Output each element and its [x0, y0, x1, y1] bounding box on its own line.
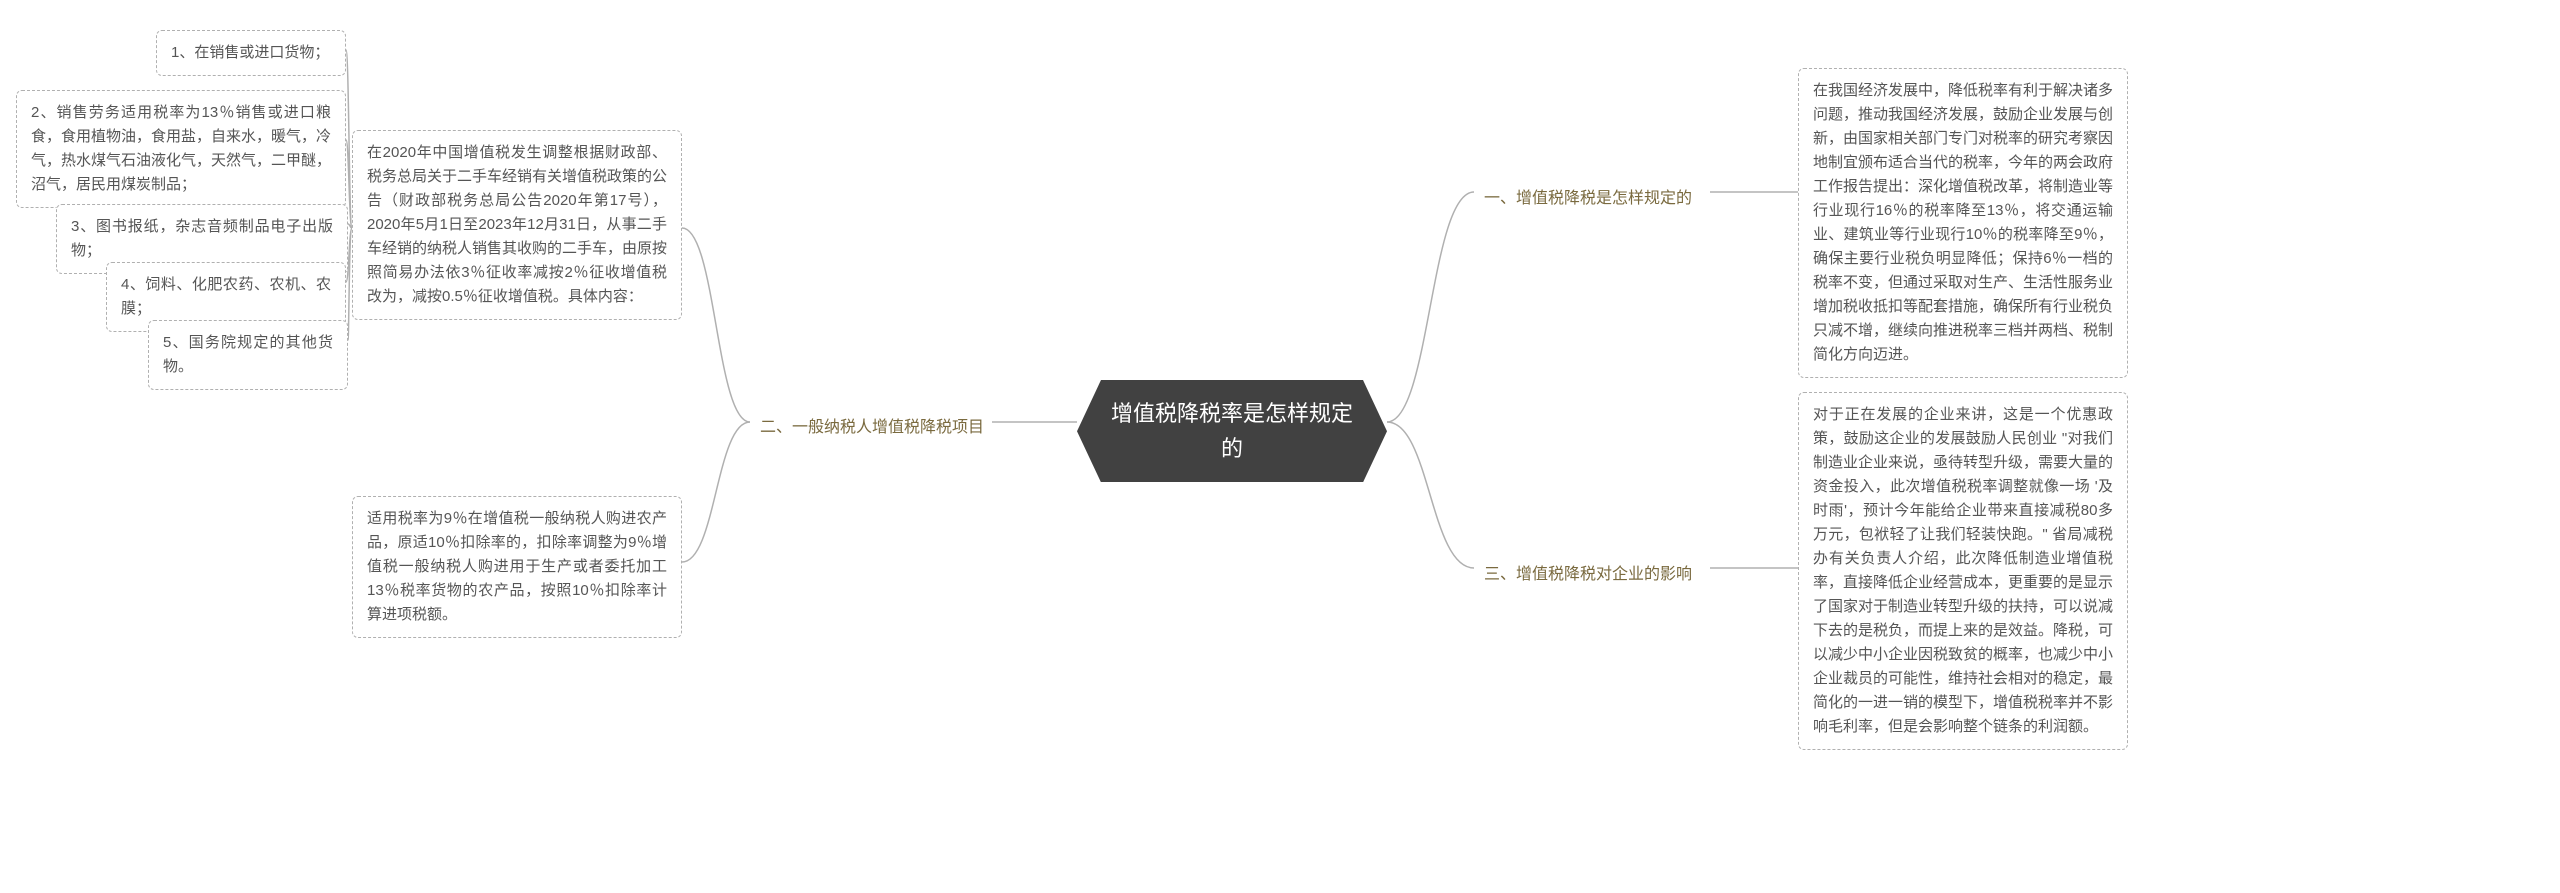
branch-2-leaf-0-text: 在2020年中国增值税发生调整根据财政部、税务总局关于二手车经销有关增值税政策的… [367, 144, 667, 305]
branch-1-label: 一、增值税降税是怎样规定的 [1484, 190, 1692, 207]
child-1-text: 2、销售劳务适用税率为13％销售或进口粮食，食用植物油，食用盐，自来水，暖气，冷… [31, 104, 331, 193]
branch-2-leaf-1-text: 适用税率为9％在增值税一般纳税人购进农产品，原适10％扣除率的，扣除率调整为9％… [367, 510, 667, 623]
branch-3[interactable]: 三、增值税降税对企业的影响 [1474, 558, 1702, 592]
root-title-line1: 增值税降税率是怎样规定 [1105, 396, 1359, 431]
branch-2-leaf-1[interactable]: 适用税率为9％在增值税一般纳税人购进农产品，原适10％扣除率的，扣除率调整为9％… [352, 496, 682, 638]
root-title-line2: 的 [1105, 431, 1359, 466]
child-2-text: 3、图书报纸，杂志音频制品电子出版物； [71, 218, 333, 259]
branch-2-leaf-0[interactable]: 在2020年中国增值税发生调整根据财政部、税务总局关于二手车经销有关增值税政策的… [352, 130, 682, 320]
root-node[interactable]: 增值税降税率是怎样规定 的 [1077, 380, 1387, 482]
child-3-text: 4、饲料、化肥农药、农机、农膜； [121, 276, 331, 317]
branch-3-label: 三、增值税降税对企业的影响 [1484, 566, 1692, 583]
branch-3-leaf-text: 对于正在发展的企业来讲，这是一个优惠政策，鼓励这企业的发展鼓励人民创业 "对我们… [1813, 406, 2113, 735]
branch-2-leaf-0-child-1[interactable]: 2、销售劳务适用税率为13％销售或进口粮食，食用植物油，食用盐，自来水，暖气，冷… [16, 90, 346, 208]
branch-2-leaf-0-child-0[interactable]: 1、在销售或进口货物； [156, 30, 346, 76]
branch-2[interactable]: 二、一般纳税人增值税降税项目 [750, 411, 994, 445]
branch-2-leaf-0-child-4[interactable]: 5、国务院规定的其他货物。 [148, 320, 348, 390]
branch-1-leaf[interactable]: 在我国经济发展中，降低税率有利于解决诸多问题，推动我国经济发展，鼓励企业发展与创… [1798, 68, 2128, 378]
branch-3-leaf[interactable]: 对于正在发展的企业来讲，这是一个优惠政策，鼓励这企业的发展鼓励人民创业 "对我们… [1798, 392, 2128, 750]
child-0-text: 1、在销售或进口货物； [171, 44, 329, 61]
branch-2-label: 二、一般纳税人增值税降税项目 [760, 419, 984, 436]
child-4-text: 5、国务院规定的其他货物。 [163, 334, 333, 375]
branch-1[interactable]: 一、增值税降税是怎样规定的 [1474, 182, 1702, 216]
branch-1-leaf-text: 在我国经济发展中，降低税率有利于解决诸多问题，推动我国经济发展，鼓励企业发展与创… [1813, 82, 2113, 363]
